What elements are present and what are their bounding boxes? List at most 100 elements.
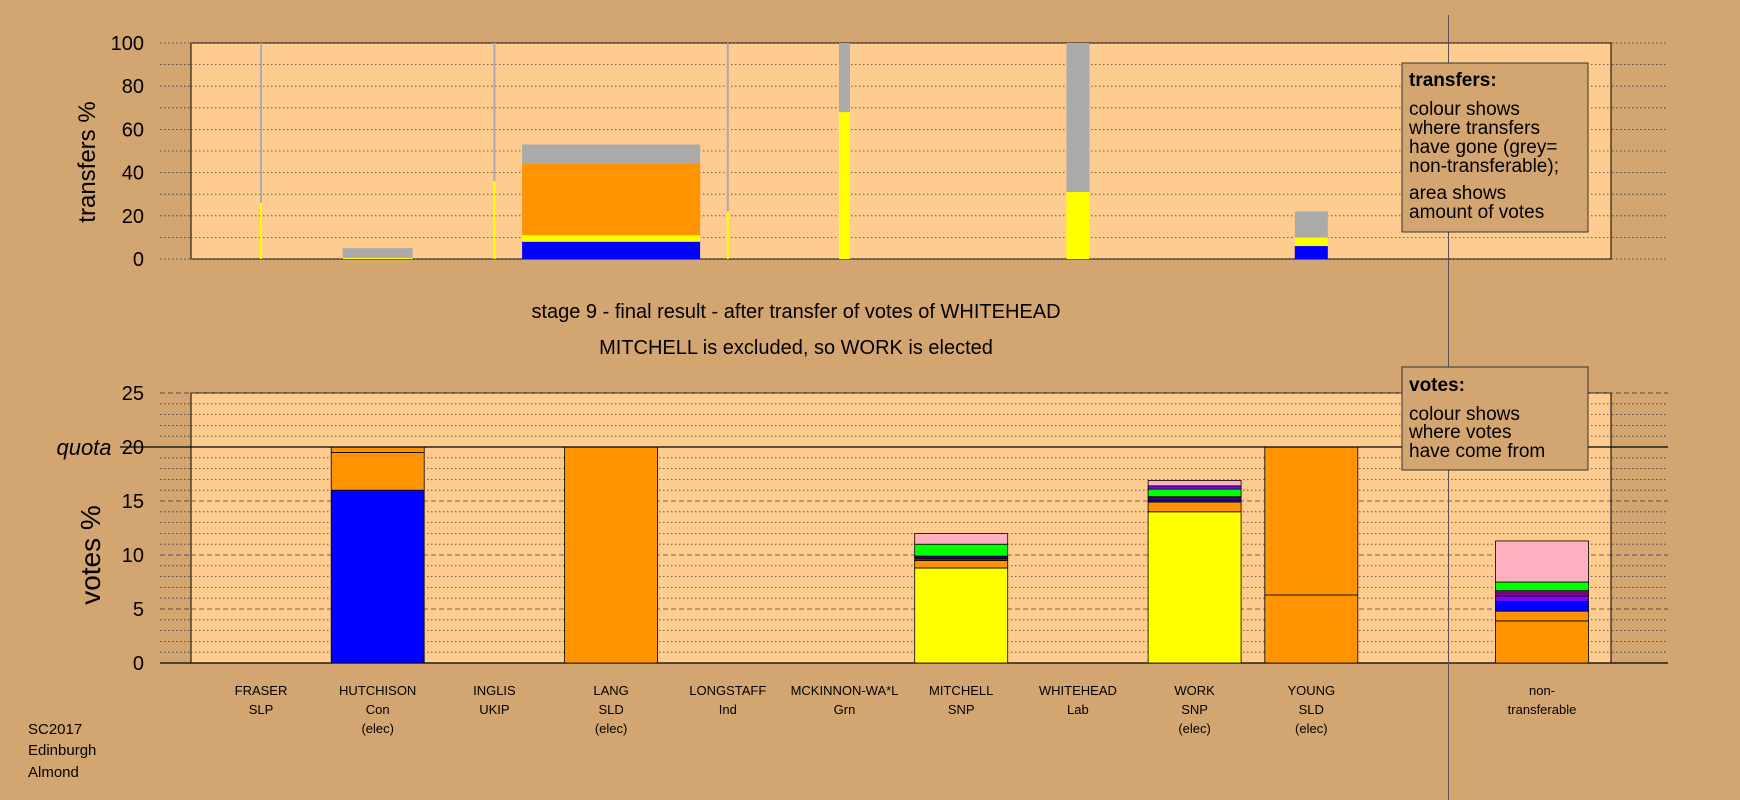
vote-segment-mitchell (914, 543, 1009, 557)
transfers-y-axis-label: transfers % (74, 101, 101, 222)
candidate-name: non- (1529, 683, 1555, 698)
transfer-segment-inglis (493, 43, 496, 182)
transfers-y-tick-label: 40 (122, 163, 144, 185)
transfer-segment-lang (522, 241, 701, 259)
transfer-segment-mckinnon-wa-l (839, 112, 850, 260)
votes-panel: 0 5 10 15 25 20 quota votes % (56, 383, 1668, 675)
vote-segment-hutchison (330, 451, 425, 491)
footer-ward: Almond (28, 764, 79, 781)
candidate-label: MITCHELL SNP (929, 683, 993, 717)
candidate-party: Ind (719, 702, 737, 717)
transfers-legend-line: where transfers (1408, 118, 1540, 139)
candidate-party: SNP (1181, 702, 1208, 717)
vote-segment-work (1147, 501, 1242, 513)
vote-segment-hutchison (330, 446, 425, 453)
transfer-segment-hutchison (342, 248, 413, 258)
transfers-minor-gridlines (191, 42, 1611, 260)
candidate-name: INGLIS (473, 683, 516, 698)
candidate-name: LANG (593, 683, 628, 698)
candidate-party: transferable (1508, 702, 1577, 717)
vote-segment-mitchell (914, 533, 1009, 545)
candidate-party: Grn (834, 702, 856, 717)
stage-title: stage 9 - final result - after transfer … (531, 301, 1060, 323)
vote-segment-work (1147, 485, 1242, 490)
transfer-segment-lang (522, 163, 701, 236)
candidate-name: HUTCHISON (339, 683, 416, 698)
candidate-party: SLD (1299, 702, 1324, 717)
candidate-name: WORK (1174, 683, 1215, 698)
vote-segment-non-transferable (1495, 595, 1589, 602)
candidate-label: YOUNG SLD (elec) (1287, 683, 1335, 736)
candidate-status: (elec) (1178, 721, 1211, 736)
vote-segment-mitchell (914, 567, 1009, 664)
transfer-segment-whitehead (1066, 43, 1090, 193)
transfers-y-tick-label: 100 (111, 33, 144, 55)
footer-council: Edinburgh (28, 742, 96, 759)
transfers-legend-line: amount of votes (1409, 202, 1544, 223)
transfer-segment-longstaff (726, 211, 729, 259)
votes-y-axis-label: votes % (75, 505, 106, 605)
votes-plot-area (190, 392, 1612, 664)
vote-segment-non-transferable (1495, 601, 1589, 612)
transfers-bars (260, 43, 1328, 260)
quota-label: quota (56, 435, 111, 460)
transfer-segment-lang (522, 235, 701, 242)
transfer-segment-lang (522, 144, 701, 164)
votes-minor-gridlines (160, 392, 1668, 664)
candidate-party: SNP (948, 702, 975, 717)
vote-segment-work (1147, 511, 1242, 664)
footer-election: SC2017 (28, 721, 82, 738)
transfer-segment-young (1294, 246, 1328, 259)
transfer-segment-young (1294, 237, 1328, 247)
transfers-y-tick-label: 60 (122, 119, 144, 141)
votes-y-tick-label: 20 (122, 437, 144, 459)
candidate-label: INGLIS UKIP (473, 683, 516, 717)
candidate-status: (elec) (595, 721, 628, 736)
vote-segment-young (1264, 446, 1359, 596)
transfers-legend-line: non-transferable); (1409, 156, 1559, 177)
votes-legend-title: votes: (1409, 375, 1465, 396)
vote-segment-mitchell (914, 560, 1009, 569)
votes-y-ticks: 0 5 10 15 25 20 (122, 383, 144, 675)
transfer-segment-whitehead (1066, 192, 1090, 259)
transfer-segment-fraser (260, 43, 262, 203)
vote-segment-work (1147, 488, 1242, 498)
votes-legend-box (1401, 366, 1589, 471)
votes-y-tick-label: 25 (122, 383, 144, 405)
candidate-label: non-transferable (1508, 683, 1577, 717)
transfer-segment-mckinnon-wa-l (839, 43, 850, 113)
candidate-party: UKIP (479, 702, 509, 717)
transfers-y-tick-label: 80 (122, 76, 144, 98)
transfer-segment-fraser (260, 202, 262, 259)
transfer-segment-young (1294, 211, 1328, 238)
transfers-y-tick-label: 20 (122, 206, 144, 228)
candidate-label: LONGSTAFF Ind (689, 683, 766, 717)
votes-y-tick-label: 15 (122, 491, 144, 513)
candidate-party: Lab (1067, 702, 1089, 717)
transfers-legend: transfers: colour shows where transfers … (1401, 62, 1589, 233)
vote-segment-work (1147, 480, 1242, 487)
votes-y-tick-label: 10 (122, 545, 144, 567)
transfer-segment-hutchison (342, 257, 413, 259)
votes-bars (330, 446, 1589, 664)
transfers-y-ticks: 0 20 40 60 80 100 (111, 33, 144, 271)
candidate-party: SLD (598, 702, 623, 717)
vote-segment-lang (564, 446, 658, 664)
vote-segment-non-transferable (1495, 590, 1589, 597)
transfer-segment-inglis (493, 181, 496, 259)
vote-segment-non-transferable (1495, 620, 1589, 664)
vote-segment-non-transferable (1495, 610, 1589, 622)
candidate-label: WHITEHEAD Lab (1039, 683, 1117, 717)
candidate-party: SLP (249, 702, 274, 717)
votes-y-tick-label: 0 (133, 653, 144, 675)
votes-legend: votes: colour shows where votes have com… (1401, 366, 1589, 471)
vote-segment-non-transferable (1495, 581, 1589, 592)
vote-segment-young (1264, 594, 1359, 664)
candidate-name: MITCHELL (929, 683, 993, 698)
votes-legend-line: have come from (1409, 441, 1545, 462)
transfers-y-tick-label: 0 (133, 249, 144, 271)
candidate-label: LANG SLD (elec) (593, 683, 628, 736)
transfers-legend-box (1401, 62, 1589, 233)
candidate-label: WORK SNP (elec) (1174, 683, 1215, 736)
